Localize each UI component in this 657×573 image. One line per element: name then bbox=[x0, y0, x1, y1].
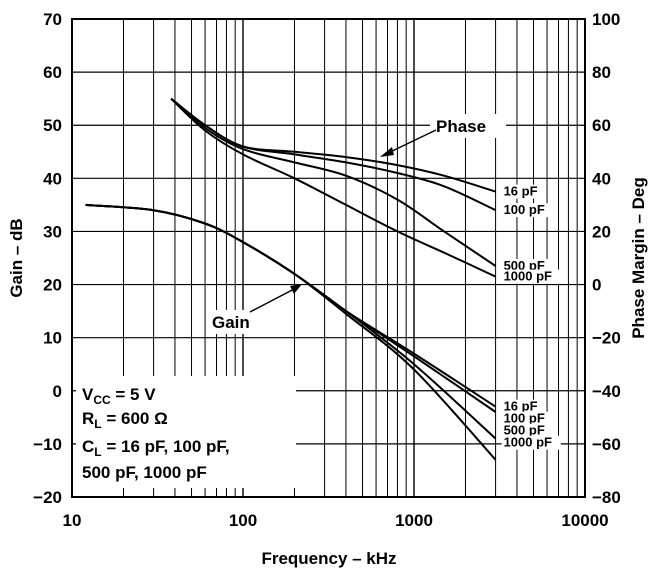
curve-label-gain-1000-pf: 1000 pF bbox=[504, 435, 552, 450]
y-tick-label-left: −20 bbox=[33, 488, 62, 507]
y-tick-label-left: 70 bbox=[43, 10, 62, 29]
condition-vcc: VCC = 5 V bbox=[82, 385, 156, 407]
series-line-phase-500-pf bbox=[170, 97, 497, 267]
x-tick-label: 1000 bbox=[395, 511, 433, 530]
y-tick-label-left: 50 bbox=[43, 116, 62, 135]
condition-cl-cont: 500 pF, 1000 pF bbox=[82, 463, 207, 482]
condition-rl: RL = 600 Ω bbox=[82, 409, 168, 431]
y-tick-label-right: −80 bbox=[592, 488, 621, 507]
y-tick-label-left: 60 bbox=[43, 63, 62, 82]
gain-arrow-head bbox=[290, 284, 302, 294]
y-tick-label-left: 0 bbox=[53, 382, 62, 401]
series-line-phase-1000-pf bbox=[170, 97, 497, 278]
curve-label-gain-500-pf: 500 pF bbox=[504, 423, 545, 438]
series-line-gain-1000-pf bbox=[85, 203, 497, 461]
y-tick-label-right: 100 bbox=[592, 10, 620, 29]
y-tick-label-left: 10 bbox=[43, 329, 62, 348]
phase-arrow-line bbox=[385, 129, 437, 155]
series-lines bbox=[85, 97, 497, 461]
x-tick-label: 10000 bbox=[561, 511, 608, 530]
curve-label-gain-16-pf: 16 pF bbox=[504, 399, 538, 414]
y-tick-label-right: 80 bbox=[592, 63, 611, 82]
y-tick-label-left: 30 bbox=[43, 222, 62, 241]
x-tick-label: 10 bbox=[63, 511, 82, 530]
x-tick-label: 100 bbox=[229, 511, 257, 530]
series-line-phase-100-pf bbox=[170, 97, 497, 212]
y-tick-label-left: 20 bbox=[43, 276, 62, 295]
gain-annotation: Gain bbox=[212, 313, 250, 332]
y-tick-label-left: 40 bbox=[43, 169, 62, 188]
phase-annotation-bg bbox=[430, 114, 506, 138]
phase-arrow-head bbox=[380, 147, 394, 157]
condition-cl: CL = 16 pF, 100 pF, bbox=[82, 437, 230, 459]
y-tick-label-right: 0 bbox=[592, 276, 601, 295]
curve-label-phase-16-pf: 16 pF bbox=[504, 184, 538, 199]
curve-label-bg bbox=[501, 399, 546, 414]
conditions-bg-box bbox=[76, 376, 296, 488]
curve-label-bg bbox=[501, 184, 546, 199]
curve-label-bg bbox=[501, 203, 554, 218]
phase-annotation: Phase bbox=[436, 117, 486, 136]
y-tick-label-left: −10 bbox=[33, 435, 62, 454]
curve-label-bg bbox=[501, 269, 561, 284]
gain-annotation-bg bbox=[208, 310, 262, 334]
curve-label-bg bbox=[501, 423, 554, 438]
y-tick-label-right: 40 bbox=[592, 169, 611, 188]
y-tick-label-right: 60 bbox=[592, 116, 611, 135]
y-axis-left-title: Gain – dB bbox=[7, 218, 26, 297]
y-tick-label-right: −20 bbox=[592, 329, 621, 348]
curve-label-gain-100-pf: 100 pF bbox=[504, 411, 545, 426]
y-axis-right-title: Phase Margin – Deg bbox=[629, 177, 648, 339]
plot-frame bbox=[71, 18, 586, 498]
conditions: VCC = 5 V RL = 600 Ω CL = 16 pF, 100 pF,… bbox=[76, 376, 296, 488]
x-axis-title: Frequency – kHz bbox=[261, 549, 396, 568]
y-tick-label-right: −60 bbox=[592, 435, 621, 454]
gain-arrow-line bbox=[249, 287, 297, 313]
series-line-phase-16-pf bbox=[170, 97, 496, 193]
curve-label-bg bbox=[501, 411, 554, 426]
y-tick-label-right: −40 bbox=[592, 382, 621, 401]
y-tick-label-right: 20 bbox=[592, 222, 611, 241]
curve-label-phase-500-pf: 500 pF bbox=[504, 258, 545, 273]
curve-label-phase-100-pf: 100 pF bbox=[504, 202, 545, 217]
curve-label-bg bbox=[501, 435, 561, 450]
curve-label-bg bbox=[501, 258, 554, 273]
curve-label-phase-1000-pf: 1000 pF bbox=[504, 269, 552, 284]
